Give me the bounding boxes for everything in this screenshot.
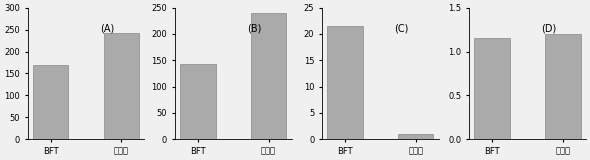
Bar xyxy=(180,64,215,139)
Bar xyxy=(474,38,510,139)
Bar xyxy=(33,65,68,139)
Text: (D): (D) xyxy=(542,24,557,33)
Text: (C): (C) xyxy=(394,24,409,33)
Bar xyxy=(398,134,434,139)
Text: (B): (B) xyxy=(247,24,261,33)
Bar xyxy=(327,26,363,139)
Bar xyxy=(104,33,139,139)
Bar xyxy=(545,34,581,139)
Text: (A): (A) xyxy=(100,24,114,33)
Bar xyxy=(251,13,286,139)
